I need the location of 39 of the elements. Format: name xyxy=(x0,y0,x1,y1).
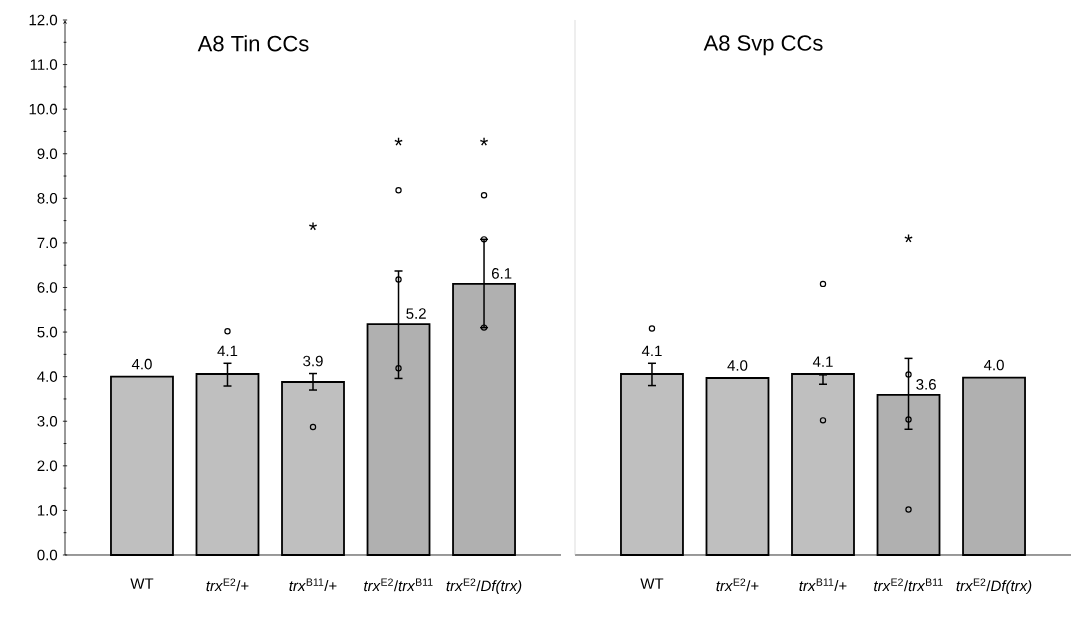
data-label: 4.1 xyxy=(641,345,662,357)
annotation: * xyxy=(394,137,403,146)
y-tick-label: 10.0 xyxy=(29,103,58,115)
data-label: 4.0 xyxy=(983,359,1004,371)
y-tick-label: 0.0 xyxy=(37,549,58,561)
data-label: 4.0 xyxy=(727,360,748,371)
x-tick-label: trx$^{E2}$/trx$^{B11}$ xyxy=(874,578,943,592)
x-tick-label: trx$^{E2}$/Df(trx) xyxy=(446,578,522,595)
x-tick-label: trx$^{E2}$/Df(trx) xyxy=(956,578,1032,595)
data-label: 5.2 xyxy=(406,308,426,319)
y-tick-label: 12.0 xyxy=(29,14,58,26)
text: A8 Tin CCs xyxy=(197,35,309,52)
y-tick-label: 8.0 xyxy=(37,193,58,204)
y-tick-label: 2.0 xyxy=(37,460,58,472)
x-tick-label: trx$^{E2}$/trx$^{B11}$ xyxy=(364,578,433,592)
annotation: * xyxy=(480,137,488,146)
x-tick-label: trx$^{E2}$/+ xyxy=(716,578,759,592)
data-label: 4.1 xyxy=(812,356,833,367)
x-tick-label: trx$^{B11}$/+ xyxy=(799,578,847,592)
data-label: 6.1 xyxy=(492,268,512,279)
y-tick-label: 1.0 xyxy=(37,505,58,516)
y-tick-label: 7.0 xyxy=(37,237,58,249)
annotation: * xyxy=(309,222,317,231)
y-tick-label: 4.0 xyxy=(37,371,58,382)
y-tick-label: 9.0 xyxy=(37,148,58,160)
x-tick-label: trx$^{E2}$/+ xyxy=(206,578,249,592)
y-tick-label: 3.0 xyxy=(37,415,58,427)
y-tick-label: 5.0 xyxy=(37,326,58,338)
x-tick-label: WT xyxy=(640,578,664,589)
data-label: 3.6 xyxy=(916,379,936,390)
y-tick-label: 6.0 xyxy=(37,282,58,293)
annotation: * xyxy=(904,234,913,243)
x-tick-label: trx$^{B11}$/+ xyxy=(289,578,337,592)
text: A8 Svp CCs xyxy=(703,35,823,56)
y-tick-label: 11.0 xyxy=(30,59,58,70)
x-tick-label: WT xyxy=(130,578,154,589)
data-label: 3.9 xyxy=(303,355,323,367)
data-label: 4.0 xyxy=(131,358,152,370)
data-label: 4.1 xyxy=(217,345,238,357)
